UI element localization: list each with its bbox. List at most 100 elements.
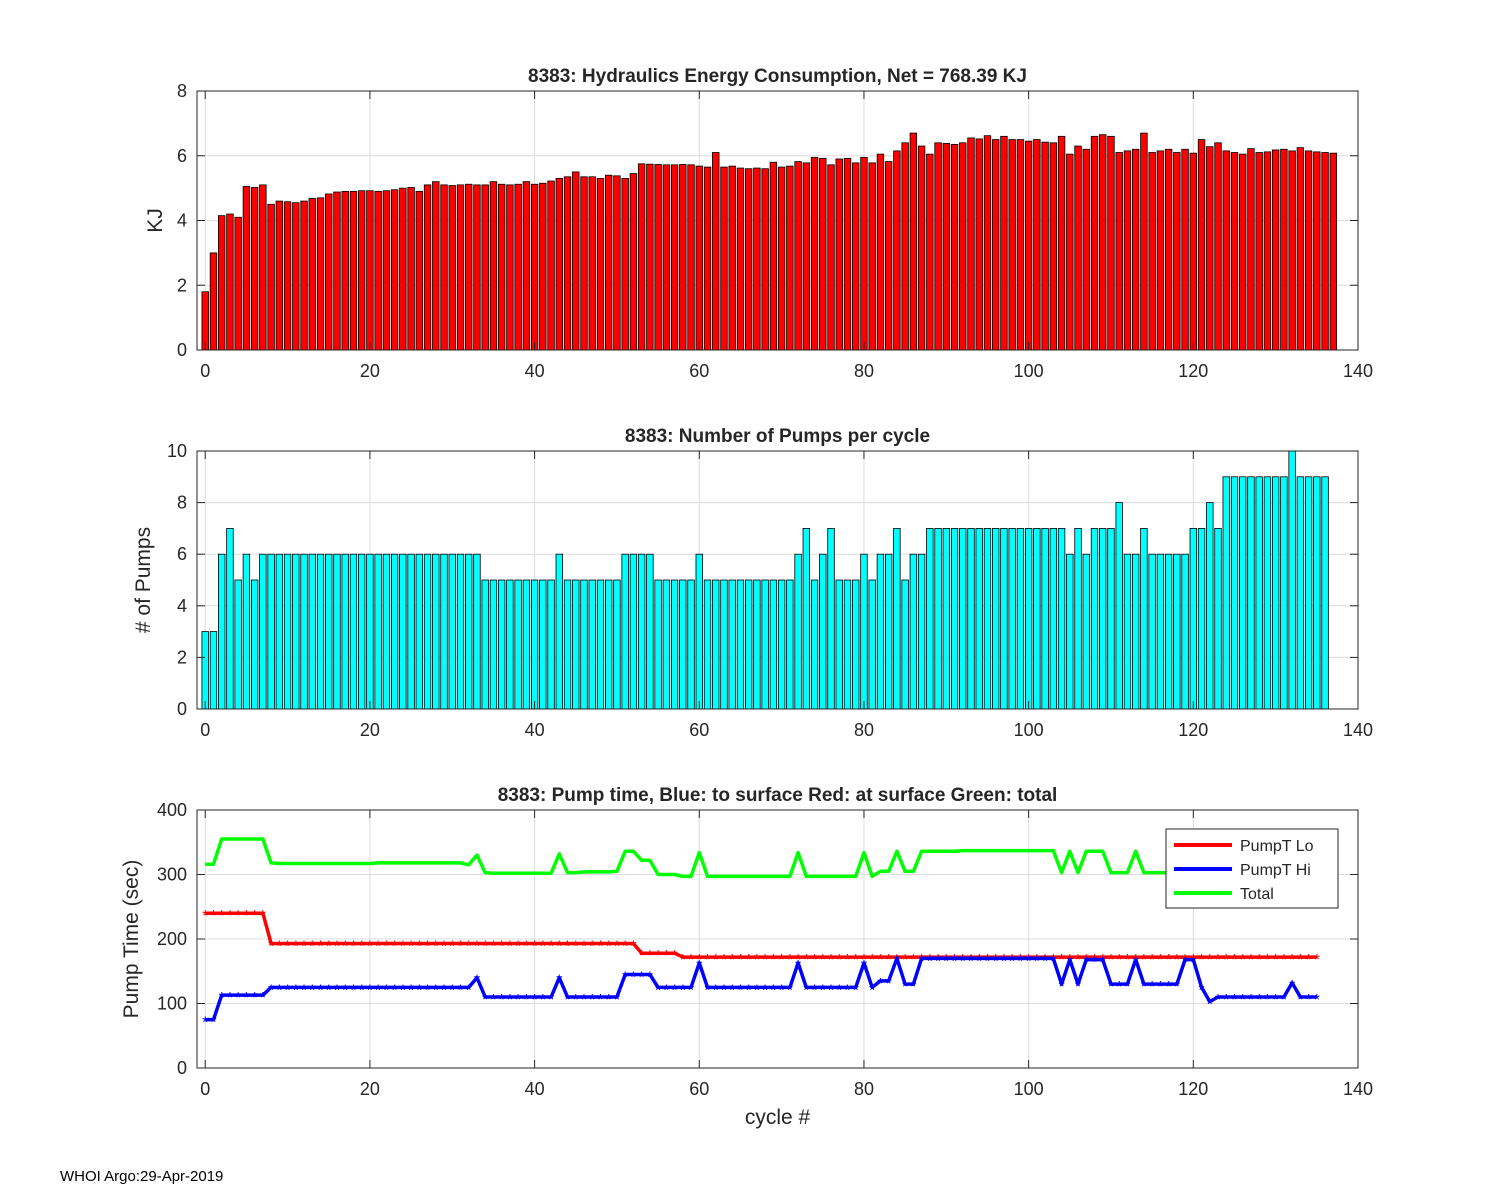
pumps-chart: 0 20 40 60 80 100 120 140 0 2 4 6 8 10 8383: Number of… bbox=[132, 426, 1373, 740]
data-point: * bbox=[1305, 952, 1311, 969]
bar bbox=[695, 553, 703, 710]
bar bbox=[1099, 528, 1107, 710]
data-point: * bbox=[1009, 952, 1015, 969]
bar bbox=[1156, 150, 1165, 351]
data-point: * bbox=[326, 939, 332, 956]
footer-note: WHOI Argo:29-Apr-2019 bbox=[60, 1168, 224, 1185]
data-point: * bbox=[630, 939, 636, 956]
data-point: * bbox=[597, 939, 603, 956]
data-point: * bbox=[671, 982, 677, 999]
bar bbox=[769, 161, 778, 351]
data-point: * bbox=[951, 952, 957, 969]
data-point: * bbox=[375, 982, 381, 999]
data-point: * bbox=[993, 952, 999, 969]
data-point: * bbox=[1198, 952, 1204, 969]
data-point: * bbox=[787, 982, 793, 999]
bar bbox=[563, 176, 572, 351]
data-point: * bbox=[252, 990, 258, 1007]
x-tick-label: 80 bbox=[854, 361, 874, 381]
x-tick-label: 20 bbox=[360, 1079, 380, 1099]
data-point: * bbox=[968, 953, 974, 970]
bar bbox=[852, 162, 860, 351]
data-point: * bbox=[1083, 955, 1089, 972]
data-point: * bbox=[342, 982, 348, 999]
data-point: * bbox=[696, 952, 702, 969]
data-point: * bbox=[622, 969, 628, 986]
bar bbox=[473, 553, 481, 710]
data-point: * bbox=[984, 952, 990, 969]
data-point: * bbox=[762, 952, 768, 969]
bar bbox=[967, 528, 975, 710]
data-point: * bbox=[597, 992, 603, 1009]
bar bbox=[1082, 148, 1090, 351]
data-point: * bbox=[359, 982, 365, 999]
bar bbox=[1164, 553, 1173, 710]
data-point: * bbox=[350, 982, 356, 999]
data-point: * bbox=[1190, 955, 1196, 972]
data-point: * bbox=[696, 958, 702, 975]
data-point: * bbox=[375, 939, 381, 956]
chart-title: 8383: Hydraulics Energy Consumption, Net… bbox=[528, 66, 1027, 87]
data-point: * bbox=[861, 958, 867, 975]
data-point: * bbox=[803, 952, 809, 969]
y-tick-label: 0 bbox=[177, 1058, 187, 1078]
bar bbox=[712, 579, 720, 710]
data-point: * bbox=[811, 982, 817, 999]
data-point: * bbox=[1174, 952, 1180, 969]
bar bbox=[843, 579, 852, 710]
data-point: * bbox=[754, 982, 760, 999]
bar bbox=[909, 132, 918, 351]
bar bbox=[473, 184, 481, 351]
bar bbox=[613, 579, 621, 710]
data-point: * bbox=[293, 982, 299, 999]
data-point: * bbox=[309, 982, 315, 999]
bar bbox=[975, 138, 983, 351]
bar bbox=[201, 631, 209, 710]
data-point: * bbox=[424, 982, 430, 999]
data-point: * bbox=[556, 939, 562, 956]
bar bbox=[1173, 152, 1181, 351]
x-tick-label: 0 bbox=[200, 1079, 210, 1099]
data-point: * bbox=[507, 939, 513, 956]
data-point: * bbox=[1009, 953, 1015, 970]
data-point: * bbox=[1240, 992, 1246, 1009]
data-point: * bbox=[1058, 952, 1064, 969]
data-point: * bbox=[927, 953, 933, 970]
bar bbox=[1329, 152, 1337, 351]
bar bbox=[621, 178, 629, 351]
bar bbox=[547, 180, 555, 351]
bar bbox=[728, 165, 736, 351]
data-point: * bbox=[655, 982, 661, 999]
bar bbox=[613, 175, 621, 351]
data-point: * bbox=[828, 982, 834, 999]
legend-label: PumpT Hi bbox=[1240, 862, 1311, 879]
bar bbox=[374, 190, 382, 351]
bar bbox=[1296, 147, 1305, 351]
bar bbox=[893, 150, 901, 351]
bar bbox=[489, 181, 498, 351]
bar bbox=[423, 553, 432, 710]
data-point: * bbox=[227, 990, 233, 1007]
data-point: * bbox=[1297, 952, 1303, 969]
bar bbox=[308, 553, 316, 710]
data-point: * bbox=[474, 973, 480, 990]
data-point: * bbox=[639, 948, 645, 965]
bar bbox=[942, 528, 950, 710]
data-point: * bbox=[869, 982, 875, 999]
data-point: * bbox=[391, 982, 397, 999]
data-point: * bbox=[1042, 953, 1048, 970]
bar bbox=[539, 579, 547, 710]
bar bbox=[629, 173, 638, 351]
bar bbox=[1115, 152, 1123, 351]
y-tick-label: 6 bbox=[177, 146, 187, 166]
bar bbox=[744, 168, 753, 351]
data-point: * bbox=[1198, 982, 1204, 999]
data-point: * bbox=[293, 939, 299, 956]
bar bbox=[497, 183, 506, 351]
bar bbox=[506, 579, 514, 710]
y-tick-label: 8 bbox=[177, 493, 187, 513]
data-point: * bbox=[729, 952, 735, 969]
data-point: * bbox=[762, 982, 768, 999]
data-point: * bbox=[704, 952, 710, 969]
data-point: * bbox=[235, 990, 241, 1007]
